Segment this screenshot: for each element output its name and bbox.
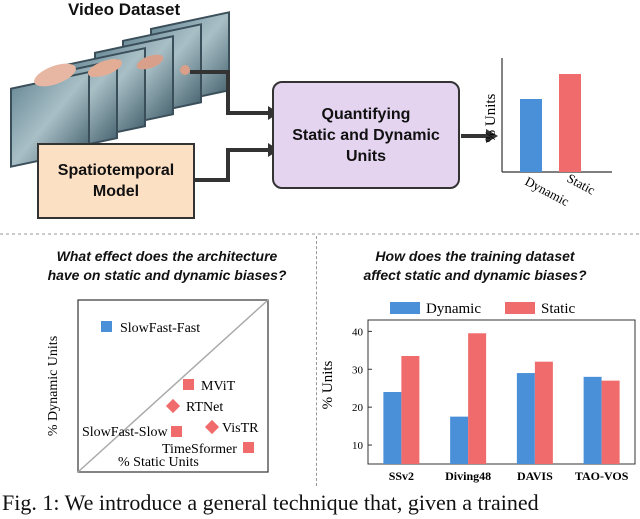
point-vistr [204,419,220,435]
left-question-line1: What effect does the architecture [56,248,278,264]
figure-caption: Fig. 1: We introduce a general technique… [2,490,539,515]
scatter-xlabel: % Static Units [118,455,199,470]
y-tick-label: 20 [352,402,364,414]
quant-box-line1: Quantifying [321,105,411,123]
video-dataset-title: Video Dataset [68,0,181,19]
label-slowfast-slow: SlowFast-Slow [82,425,168,440]
mini-bar-chart: % Units Dynamic Static [483,58,612,209]
mini-chart-xlabel-dynamic: Dynamic [523,173,572,209]
legend-swatch-dynamic [390,302,420,314]
bar-static-davis [534,361,553,464]
y-tick-label: 30 [352,364,364,376]
bar-dynamic-tao-vos [583,376,602,464]
right-question-line2: affect static and dynamic biases? [363,267,587,283]
label-mvit: MViT [201,379,236,394]
label-slowfast-fast: SlowFast-Fast [120,321,200,336]
right-question: How does the training dataset affect sta… [330,247,620,285]
x-tick-label: Diving48 [445,469,491,483]
bar-dynamic-ssv2 [383,392,402,464]
quantifying-units-box: Quantifying Static and Dynamic Units [272,81,460,189]
frames-to-quant-connector [190,70,268,115]
chart-legend: Dynamic Static [390,301,576,317]
bar-static-tao-vos [601,380,620,464]
panel-divider [316,236,317,486]
y-tick-label: 40 [352,326,364,338]
legend-label-dynamic: Dynamic [426,301,481,317]
legend-swatch-static [505,302,535,314]
bar-dynamic-davis [516,373,535,464]
quant-box-line2: Static and Dynamic [292,126,440,144]
label-rtnet: RTNet [186,400,223,415]
mini-chart-ylabel: % Units [483,93,499,142]
spatiotemporal-model-box: Spatiotemporal Model [37,143,195,219]
y-tick-label: 10 [352,440,364,452]
mini-bar-dynamic [520,99,542,172]
mini-bar-static [559,74,581,172]
point-slowfast-slow [171,426,182,437]
bar-chart-ylabel: % Units [320,360,336,409]
point-mvit [183,379,194,390]
bar-dynamic-diving48 [450,416,469,464]
point-slowfast-fast [101,321,112,332]
bar-static-ssv2 [401,356,420,464]
x-tick-label: DAVIS [517,469,553,483]
bar-chart-frame [367,319,636,465]
bar-static-diving48 [468,333,487,464]
x-tick-label: SSv2 [389,469,414,483]
right-question-line1: How does the training dataset [375,248,575,264]
left-question: What effect does the architecture have o… [22,247,312,285]
left-question-line2: have on static and dynamic biases? [47,267,287,283]
model-box-line1: Spatiotemporal [57,162,175,179]
label-timesformer: TimeSformer [162,442,237,457]
point-rtnet [165,398,181,414]
legend-label-static: Static [541,301,576,317]
model-to-quant-connector [195,148,268,182]
x-tick-label: TAO-VOS [575,469,629,483]
model-box-line2: Model [92,183,140,200]
architecture-scatter: % Dynamic Units % Static Units SlowFast-… [46,299,269,473]
quant-box-line3: Units [345,147,386,165]
dataset-bar-chart: Dynamic Static 10 20 30 40 SSv2 Diving48 DAVIS… [320,301,636,483]
top-diagram-graphics: % Units Dynamic Static [0,11,640,235]
scatter-ylabel: % Dynamic Units [46,336,61,436]
video-frames-image [10,11,230,168]
label-vistr: VisTR [222,421,259,436]
point-timesformer [243,442,254,453]
